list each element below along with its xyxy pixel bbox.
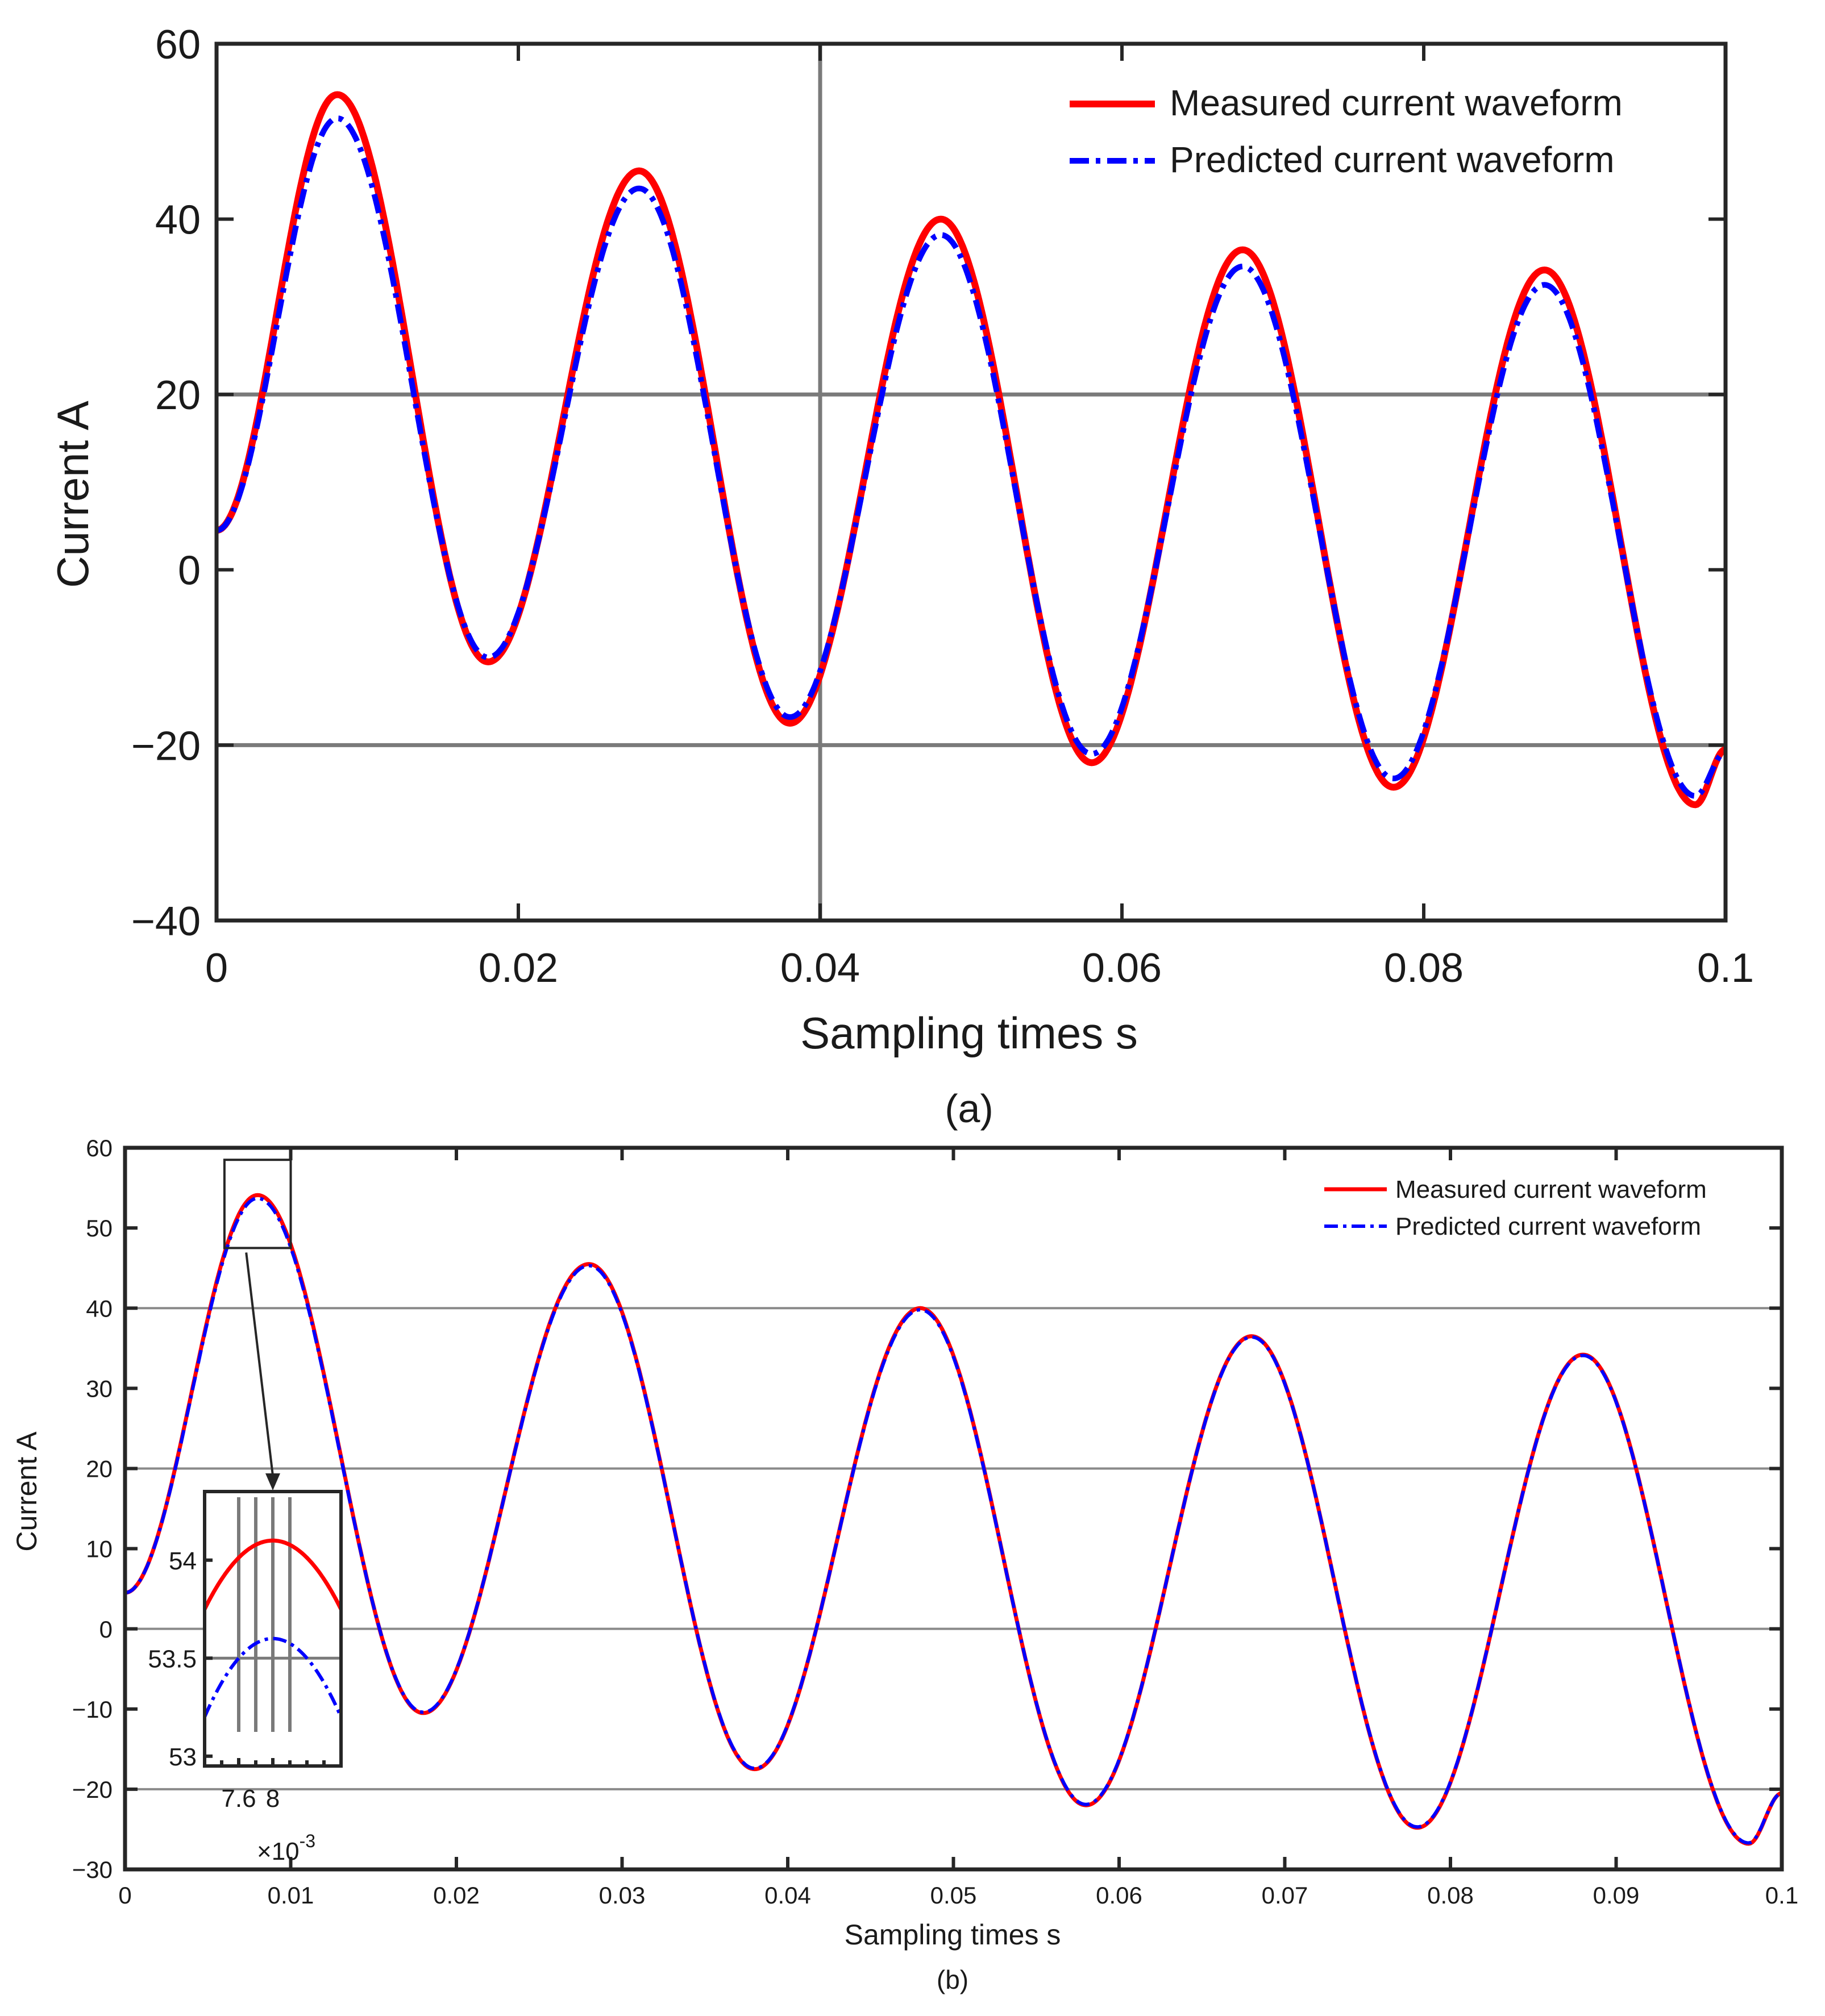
inset-y-tick-label: 53.5: [148, 1645, 197, 1673]
x-axis-label-b: Sampling times s: [845, 1919, 1061, 1951]
zoom-source-box: [223, 1159, 292, 1249]
inset-gridlines: [205, 1497, 341, 1732]
legend-label-predicted-a: Predicted current waveform: [1170, 139, 1615, 180]
panel-b: 0 0.01 0.02 0.03 0.04 0.05 0.06 0.07 0.08 0.09 0.1…: [11, 1135, 1798, 1994]
series-line-predicted: [216, 115, 1727, 799]
plot-frame-a: [214, 41, 1728, 923]
x-tick-label: 0.1: [1697, 945, 1754, 991]
y-tick-label: 20: [86, 1456, 113, 1482]
inset-x-multiplier-base: ×10: [257, 1838, 300, 1865]
legend-a: Measured current waveform Predicted curr…: [1070, 82, 1623, 180]
legend-b: Measured current waveform Predicted curr…: [1324, 1176, 1707, 1240]
y-axis-label-a: Current A: [48, 401, 98, 588]
ticks-b: [123, 1146, 1784, 1871]
y-tick-label: 60: [155, 22, 201, 68]
series-line-measured: [216, 91, 1727, 809]
y-tick-label: −30: [72, 1856, 113, 1883]
y-tick-label: −10: [72, 1696, 113, 1723]
y-tick-label: 0: [99, 1616, 113, 1643]
x-tick-label: 0.02: [433, 1882, 480, 1909]
x-tick-label: 0.01: [268, 1882, 314, 1909]
x-tick-label: 0.08: [1427, 1882, 1474, 1909]
inset-x-multiplier-exponent: -3: [300, 1831, 315, 1851]
inset-y-tick-label: 53: [169, 1743, 197, 1771]
x-tick-label: 0.06: [1096, 1882, 1142, 1909]
inset-predicted-curve: [203, 1636, 343, 1718]
zoom-pointer-arrow: [245, 1252, 274, 1476]
series-line-predicted: [124, 1196, 1782, 1845]
tick-labels-a: 0 0.02 0.04 0.06 0.08 0.1 −40 −20 0 20 40 60: [131, 22, 1754, 991]
x-tick-label: 0.06: [1082, 945, 1162, 991]
x-tick-label: 0.04: [764, 1882, 811, 1909]
legend-label-predicted-b: Predicted current waveform: [1395, 1213, 1701, 1240]
gridlines-a: [217, 44, 1726, 920]
y-tick-label: 30: [86, 1375, 113, 1402]
x-tick-label: 0.05: [930, 1882, 977, 1909]
caption-b: (b): [937, 1965, 968, 1994]
y-tick-label: 40: [86, 1295, 113, 1322]
y-tick-label: −40: [131, 899, 201, 944]
x-tick-label: 0.08: [1384, 945, 1464, 991]
x-tick-label: 0: [205, 945, 228, 991]
series-a: [216, 91, 1727, 809]
inset-y-tick-label: 54: [169, 1547, 197, 1575]
inset-tick-labels: 7.6 8 53 53.5 54: [148, 1547, 280, 1813]
x-tick-label: 0.07: [1262, 1882, 1308, 1909]
gridlines-b: [125, 1307, 1782, 1790]
y-tick-label: −20: [131, 723, 201, 769]
zoom-pointer-arrowhead: [265, 1473, 280, 1490]
plot-frame-b: [123, 1146, 1784, 1872]
caption-a: (a): [945, 1086, 993, 1131]
inset-x-tick-label: 8: [266, 1785, 280, 1813]
series-b: [124, 1193, 1782, 1846]
y-tick-label: 50: [86, 1215, 113, 1242]
x-tick-label: 0.1: [1765, 1882, 1798, 1909]
zoom-inset: 7.6 8 53 53.5 54 ×10-3: [148, 1490, 343, 1865]
series-line-measured: [124, 1193, 1782, 1846]
y-tick-label: 60: [86, 1135, 113, 1161]
inset-measured-curve: [202, 1538, 343, 1610]
y-tick-label: 40: [155, 198, 201, 243]
x-axis-label-a: Sampling times s: [800, 1008, 1138, 1058]
y-tick-label: −20: [72, 1776, 113, 1803]
legend-label-measured-b: Measured current waveform: [1395, 1176, 1707, 1203]
inset-frame: [203, 1490, 343, 1768]
tick-labels-b: 0 0.01 0.02 0.03 0.04 0.05 0.06 0.07 0.08 0.09 0.1…: [72, 1135, 1798, 1909]
x-tick-label: 0.03: [599, 1882, 646, 1909]
y-tick-label: 10: [86, 1536, 113, 1563]
x-tick-label: 0: [118, 1882, 131, 1909]
inset-x-tick-label: 7.6: [221, 1785, 256, 1813]
x-tick-label: 0.04: [780, 945, 860, 991]
x-tick-label: 0.02: [479, 945, 558, 991]
y-tick-label: 20: [155, 373, 201, 418]
x-tick-label: 0.09: [1593, 1882, 1640, 1909]
legend-label-measured-a: Measured current waveform: [1170, 82, 1623, 123]
y-axis-label-b: Current A: [11, 1431, 43, 1552]
inset-x-multiplier: ×10-3: [257, 1831, 315, 1865]
panel-a: 0 0.02 0.04 0.06 0.08 0.1 −40 −20 0 20 40 60 Measur…: [48, 22, 1754, 1131]
y-tick-label: 0: [178, 548, 201, 594]
